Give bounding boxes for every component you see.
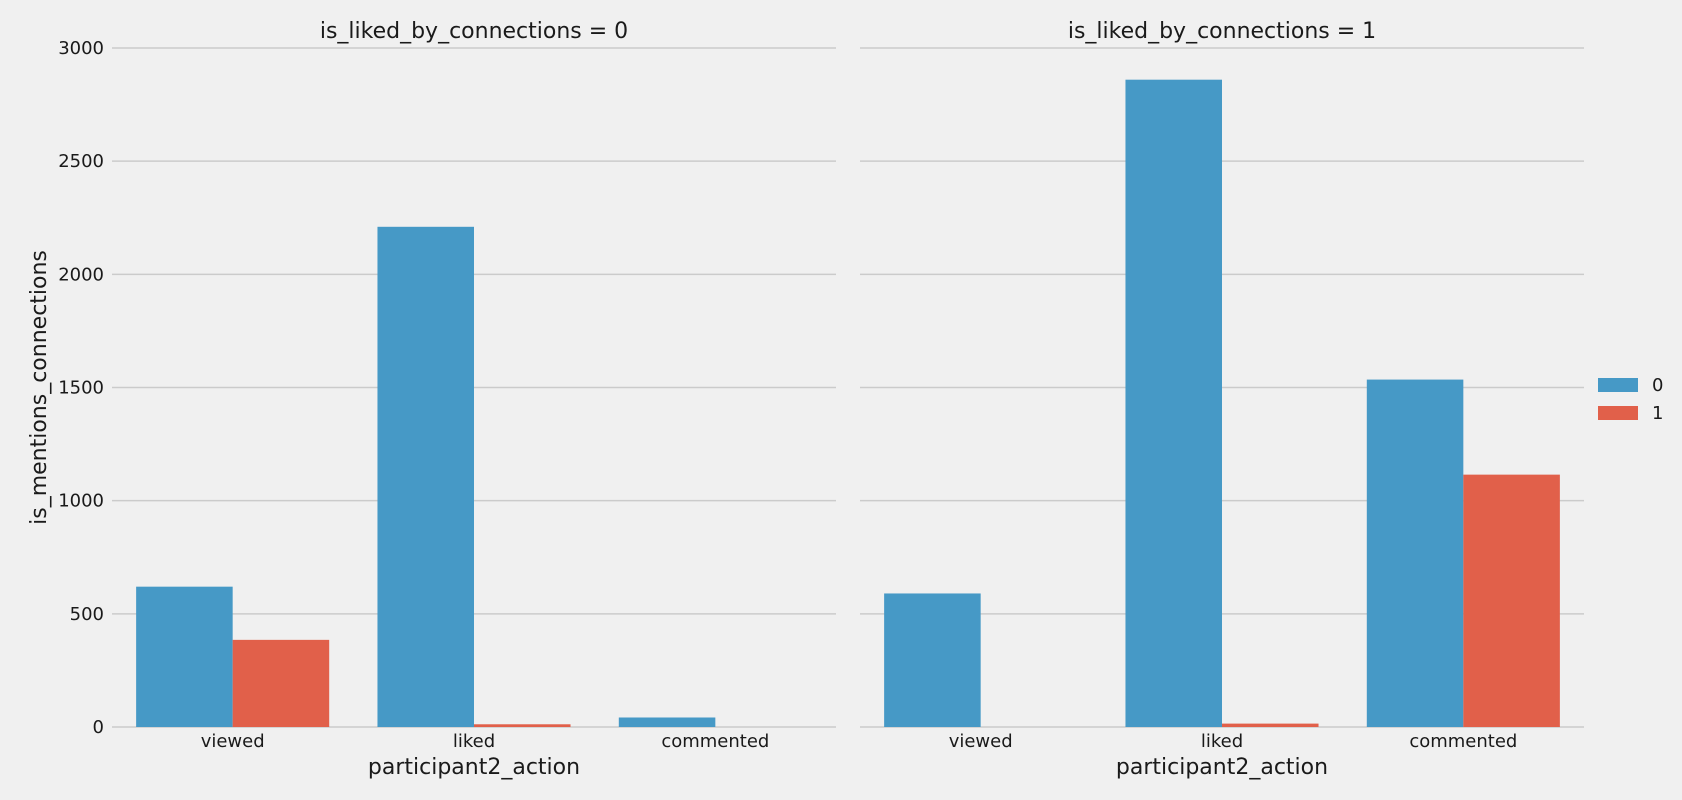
bar-panel-1-liked-series-1 [1222,723,1319,727]
legend-swatch-1 [1598,406,1638,420]
y-tick-label-1000: 1000 [58,491,104,512]
y-tick-label-3000: 3000 [58,38,104,59]
panel-title-0: is_liked_by_connections = 0 [320,19,628,44]
legend-swatch-0 [1598,378,1638,392]
x-tick-label-panel-0-viewed: viewed [201,731,265,752]
y-tick-label-2000: 2000 [58,264,104,285]
bar-panel-1-commented-series-0 [1366,379,1464,727]
bar-panel-1-commented-series-1 [1463,474,1560,727]
y-tick-label-500: 500 [70,604,104,625]
legend-label-1: 1 [1652,403,1663,424]
bar-panel-0-liked-series-0 [377,226,474,727]
y-axis-label: is_mentions_connections [27,250,52,525]
x-axis-label-panel-0: participant2_action [368,755,580,780]
y-tick-label-0: 0 [93,717,104,738]
bar-panel-0-liked-series-1 [474,724,571,727]
y-tick-label-1500: 1500 [58,378,104,399]
x-tick-label-panel-1-commented: commented [1409,731,1517,752]
bar-panel-0-viewed-series-1 [232,639,330,727]
bar-panel-0-commented-series-0 [618,717,716,727]
x-tick-label-panel-0-liked: liked [453,731,495,752]
bar-panel-0-viewed-series-0 [136,586,233,727]
x-axis-label-panel-1: participant2_action [1116,755,1328,780]
y-tick-label-2500: 2500 [58,151,104,172]
x-tick-label-panel-1-liked: liked [1201,731,1243,752]
x-tick-label-panel-0-commented: commented [661,731,769,752]
panel-title-1: is_liked_by_connections = 1 [1068,19,1376,44]
bar-panel-1-liked-series-0 [1125,79,1222,728]
bar-panel-1-viewed-series-0 [884,593,981,727]
x-tick-label-panel-1-viewed: viewed [949,731,1013,752]
legend-label-0: 0 [1652,375,1663,396]
